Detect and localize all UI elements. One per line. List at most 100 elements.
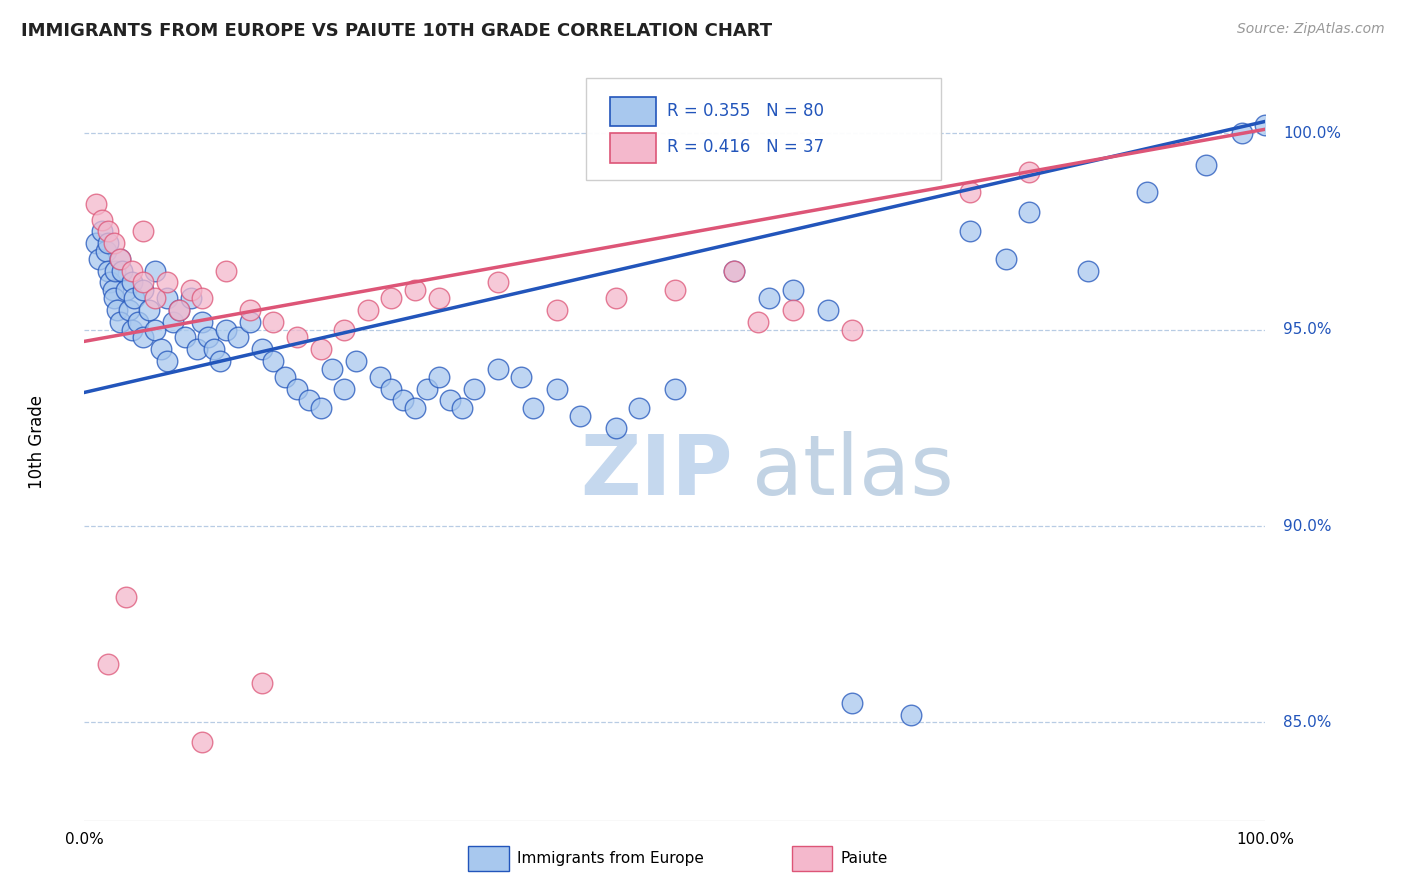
Point <box>486 276 509 290</box>
Point <box>108 252 131 266</box>
Point <box>664 382 686 396</box>
Point <box>321 362 343 376</box>
Point <box>239 315 262 329</box>
Point <box>156 291 179 305</box>
Text: IMMIGRANTS FROM EUROPE VS PAIUTE 10TH GRADE CORRELATION CHART: IMMIGRANTS FROM EUROPE VS PAIUTE 10TH GR… <box>21 22 772 40</box>
Point <box>747 315 769 329</box>
Point <box>84 236 107 251</box>
FancyBboxPatch shape <box>610 133 657 162</box>
Point <box>546 382 568 396</box>
Point <box>628 401 651 416</box>
Point <box>162 315 184 329</box>
Point <box>107 302 129 317</box>
Point <box>333 322 356 336</box>
Point <box>150 343 173 357</box>
Point <box>108 315 131 329</box>
Point <box>173 330 195 344</box>
Point <box>91 212 114 227</box>
Point <box>664 283 686 297</box>
Point <box>994 252 1017 266</box>
Point <box>143 263 166 277</box>
Point <box>333 382 356 396</box>
Point <box>101 283 124 297</box>
Point <box>309 343 332 357</box>
Point <box>167 302 190 317</box>
Text: R = 0.416   N = 37: R = 0.416 N = 37 <box>666 138 824 156</box>
Text: 100.0%: 100.0% <box>1236 832 1295 847</box>
Text: 95.0%: 95.0% <box>1284 322 1331 337</box>
Point <box>127 315 149 329</box>
Point <box>202 343 225 357</box>
Text: R = 0.355   N = 80: R = 0.355 N = 80 <box>666 102 824 120</box>
Point <box>118 302 141 317</box>
Point <box>416 382 439 396</box>
Point <box>186 343 208 357</box>
Point <box>1018 204 1040 219</box>
Text: 90.0%: 90.0% <box>1284 518 1331 533</box>
Point <box>97 657 120 671</box>
Point <box>84 197 107 211</box>
Point <box>1195 158 1218 172</box>
Point <box>132 330 155 344</box>
Point <box>180 283 202 297</box>
Point <box>380 291 402 305</box>
Point <box>427 369 450 384</box>
Text: Immigrants from Europe: Immigrants from Europe <box>517 851 704 865</box>
Point <box>108 252 131 266</box>
Point <box>121 322 143 336</box>
Point <box>817 302 839 317</box>
Point <box>1018 165 1040 179</box>
Point <box>215 263 238 277</box>
Point <box>121 263 143 277</box>
Point <box>463 382 485 396</box>
Point <box>510 369 533 384</box>
Point <box>114 590 136 604</box>
Point <box>285 330 308 344</box>
Point <box>758 291 780 305</box>
Point <box>439 393 461 408</box>
Point <box>156 354 179 368</box>
Point <box>605 291 627 305</box>
Point <box>1254 118 1277 132</box>
Point <box>522 401 544 416</box>
Point <box>97 236 120 251</box>
Point <box>262 354 284 368</box>
Point <box>569 409 592 423</box>
Text: ZIP: ZIP <box>581 432 733 512</box>
Text: 100.0%: 100.0% <box>1284 126 1341 141</box>
Point <box>298 393 321 408</box>
Point <box>841 322 863 336</box>
Point <box>94 244 117 258</box>
Point <box>605 421 627 435</box>
Point <box>103 236 125 251</box>
Point <box>546 302 568 317</box>
Point <box>121 276 143 290</box>
Point <box>132 276 155 290</box>
Point <box>98 276 121 290</box>
Point <box>274 369 297 384</box>
Point <box>368 369 391 384</box>
Point <box>191 291 214 305</box>
Point <box>132 283 155 297</box>
Point <box>959 185 981 199</box>
Point <box>209 354 232 368</box>
Text: atlas: atlas <box>752 432 953 512</box>
Text: 85.0%: 85.0% <box>1284 714 1331 730</box>
Point <box>841 696 863 710</box>
Point <box>285 382 308 396</box>
Point <box>215 322 238 336</box>
Point <box>143 322 166 336</box>
Point <box>87 252 110 266</box>
Point <box>97 224 120 238</box>
Point <box>723 263 745 277</box>
Point <box>91 224 114 238</box>
Point <box>404 283 426 297</box>
Point <box>167 302 190 317</box>
Point <box>191 315 214 329</box>
Point <box>1230 126 1253 140</box>
Point <box>97 263 120 277</box>
Point <box>782 302 804 317</box>
Point <box>250 676 273 690</box>
Point <box>226 330 249 344</box>
Point <box>250 343 273 357</box>
